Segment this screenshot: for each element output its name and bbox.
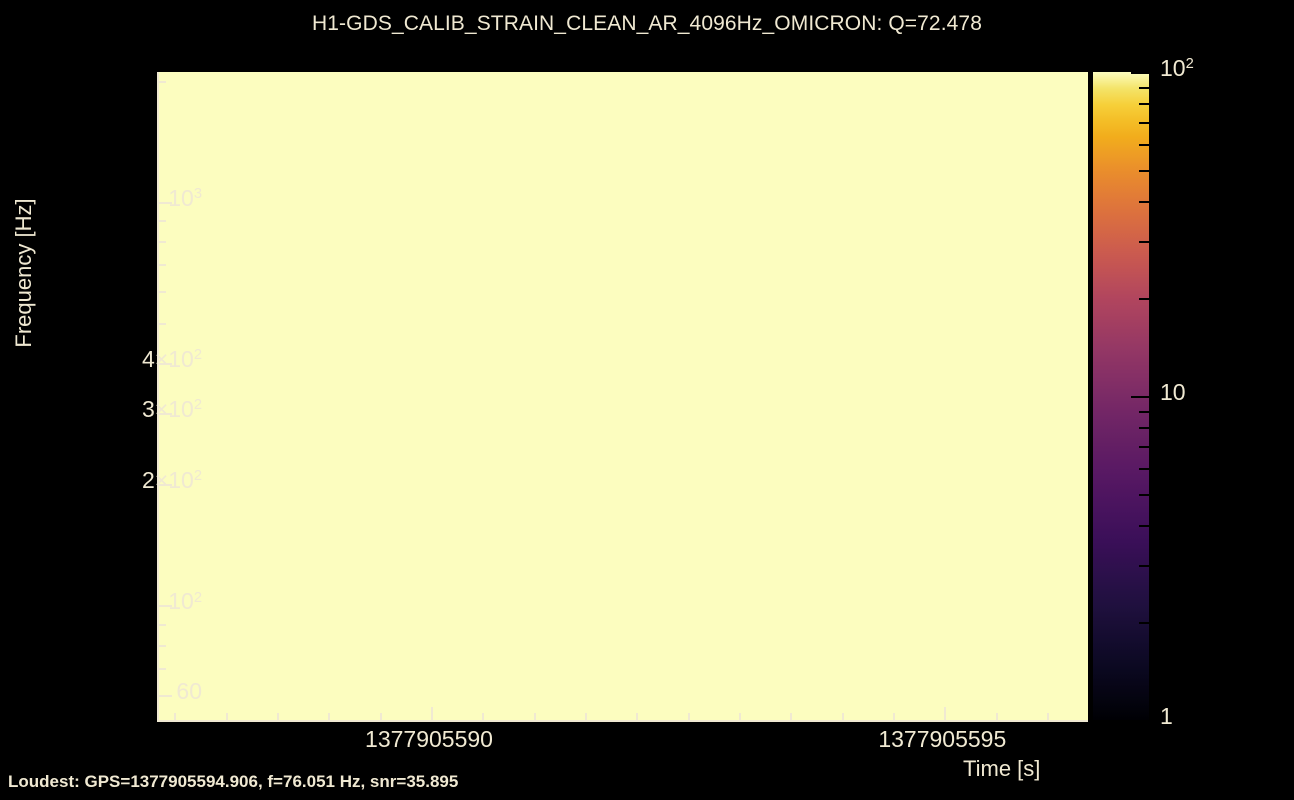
colorbar-tick-label: 10 (1160, 379, 1186, 405)
y-axis-minor-tick (159, 80, 166, 83)
x-axis-minor-tick (995, 713, 998, 720)
x-axis-tick-label: 1377905590 (365, 726, 493, 752)
y-axis-tick-label: 2×102 (142, 466, 202, 493)
spectrogram-plot-area (157, 72, 1088, 722)
x-axis-minor-tick (482, 713, 485, 720)
x-axis-minor-tick (225, 713, 228, 720)
y-axis-minor-tick (159, 291, 166, 294)
colorbar-minor-tick (1139, 565, 1149, 568)
y-axis-minor-tick (159, 644, 166, 647)
x-axis-minor-tick (1046, 713, 1049, 720)
y-axis-major-tick (159, 694, 172, 697)
y-axis-major-tick (159, 412, 172, 415)
page-title: H1-GDS_CALIB_STRAIN_CLEAN_AR_4096Hz_OMIC… (312, 12, 982, 35)
colorbar-major-tick (1131, 396, 1149, 398)
x-axis-minor-tick (841, 713, 844, 720)
colorbar-tick-label: 1 (1160, 703, 1173, 729)
y-axis-tick-label: 4×102 (142, 345, 202, 372)
colorbar-minor-tick (1139, 241, 1149, 244)
colorbar-minor-tick (1139, 410, 1149, 413)
x-axis-minor-tick (687, 713, 690, 720)
colorbar-minor-tick (1139, 524, 1149, 527)
x-axis-minor-tick (790, 713, 793, 720)
x-axis-minor-tick (328, 713, 331, 720)
x-axis-minor-tick (277, 713, 280, 720)
y-axis-major-tick (159, 483, 172, 486)
y-axis-tick-label: 102 (168, 588, 202, 615)
colorbar-minor-tick (1139, 622, 1149, 625)
x-axis-minor-tick (738, 713, 741, 720)
colorbar-minor-tick (1139, 298, 1149, 301)
x-axis-major-tick (944, 707, 947, 720)
y-axis-minor-tick (159, 667, 166, 670)
y-axis-tick-label: 60 (176, 677, 202, 704)
colorbar-minor-tick (1139, 200, 1149, 203)
x-axis-label: Time [s] (963, 756, 1041, 781)
colorbar-minor-tick (1139, 169, 1149, 172)
colorbar-minor-tick (1139, 467, 1149, 470)
colorbar-minor-tick (1139, 143, 1149, 146)
x-axis-minor-tick (379, 713, 382, 720)
y-axis-minor-tick (159, 323, 166, 326)
colorbar-major-tick (1131, 72, 1149, 74)
y-axis-minor-tick (159, 623, 166, 626)
colorbar-minor-tick (1139, 122, 1149, 125)
y-axis-minor-tick (159, 241, 166, 244)
x-axis-minor-tick (892, 713, 895, 720)
y-axis-major-tick (159, 201, 172, 204)
y-axis-minor-tick (159, 220, 166, 223)
x-axis-minor-tick (585, 713, 587, 720)
spectrogram-image (159, 72, 1088, 720)
x-axis-minor-tick (533, 713, 536, 720)
colorbar-minor-tick (1139, 446, 1149, 449)
y-axis-tick-label: 3×102 (142, 395, 202, 422)
x-axis-major-tick (431, 707, 434, 720)
loudest-event-status: Loudest: GPS=1377905594.906, f=76.051 Hz… (8, 772, 459, 791)
colorbar-minor-tick (1139, 86, 1149, 89)
colorbar (1093, 72, 1149, 720)
x-axis-tick-label: 1377905595 (878, 726, 1007, 752)
colorbar-minor-tick (1139, 427, 1149, 430)
x-axis-minor-tick (636, 713, 639, 720)
colorbar-label: SNR (1186, 0, 1212, 72)
y-axis-label: Frequency [Hz] (11, 198, 36, 348)
colorbar-minor-tick (1139, 493, 1149, 496)
x-axis-minor-tick (174, 713, 177, 720)
y-axis-major-tick (159, 362, 172, 365)
colorbar-tick-label: 102 (1160, 55, 1194, 81)
y-axis-minor-tick (159, 264, 166, 267)
y-axis-major-tick (159, 605, 172, 608)
y-axis-tick-label: 103 (168, 184, 202, 211)
colorbar-minor-tick (1139, 103, 1149, 106)
